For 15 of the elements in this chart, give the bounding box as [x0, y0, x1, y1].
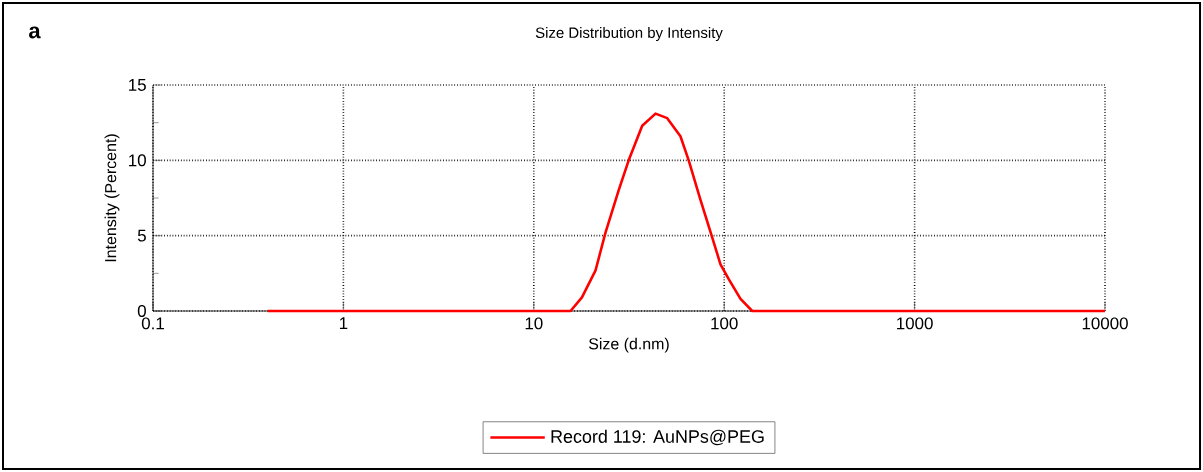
y-tick-label: 0 [137, 305, 146, 317]
x-tick-label: 10 [525, 317, 543, 330]
y-tick-label: 15 [129, 79, 146, 91]
y-tick-label: 5 [137, 229, 146, 242]
x-axis-title: Size (d.nm) [588, 337, 669, 353]
text: a [29, 26, 41, 39]
x-tick-label: 100 [711, 317, 738, 330]
chart-title: Size Distribution by Intensity [535, 27, 723, 41]
y-tick-label: 10 [129, 154, 146, 167]
x-tick-label: 0.1 [141, 317, 164, 330]
legend-label: Record 119: AuNPs@PEG [551, 429, 764, 446]
x-tick-label: 1 [339, 317, 348, 330]
x-tick-label: 1000 [897, 317, 933, 330]
x-tick-label: 10000 [1082, 317, 1128, 330]
y-axis-title: Intensity (Percent) [104, 134, 120, 262]
